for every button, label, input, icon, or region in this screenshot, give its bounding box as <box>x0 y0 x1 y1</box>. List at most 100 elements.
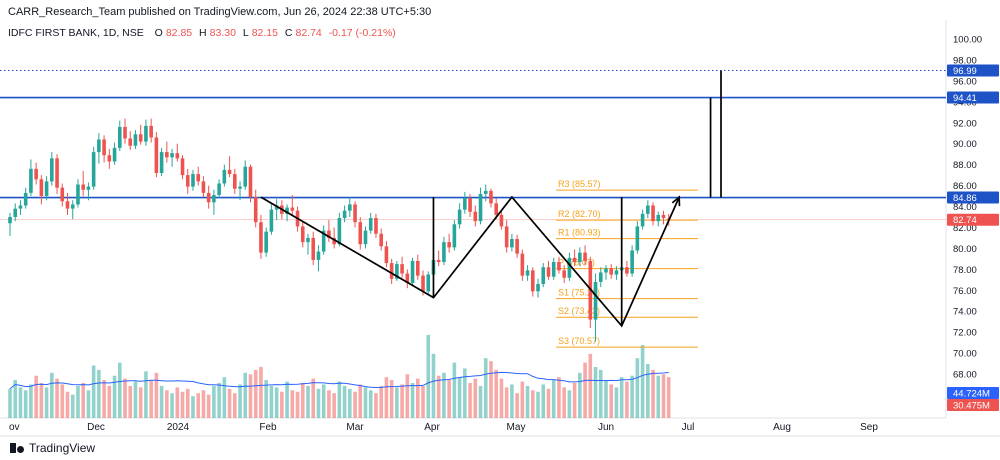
volume-bar <box>70 394 75 418</box>
volume-bar <box>510 384 514 418</box>
candle-body <box>13 208 18 217</box>
price-tick-label: 100.00 <box>953 35 982 46</box>
volume-bar <box>551 380 556 418</box>
volume-bar <box>421 385 425 418</box>
volume-bar <box>410 383 415 418</box>
volume-bar <box>23 390 28 418</box>
volume-bar <box>311 378 316 418</box>
brand-name: TradingView <box>29 441 96 455</box>
candle-body <box>243 166 248 187</box>
candle-body <box>23 192 28 206</box>
volume-bar <box>499 378 504 418</box>
volume-bar <box>306 385 310 418</box>
candle-body <box>557 262 561 271</box>
time-tick-label: 2024 <box>167 422 190 433</box>
candle-body <box>321 230 326 252</box>
candle-body <box>368 218 373 231</box>
candle-body <box>128 138 133 146</box>
pivot-label: S3 (70.57) <box>558 336 600 346</box>
candle-body <box>651 205 655 222</box>
pivot-label: R1 (80.93) <box>558 228 601 238</box>
volume-bar <box>578 372 582 418</box>
price-label-badge <box>947 64 999 77</box>
time-tick-label: Jun <box>598 422 614 433</box>
time-tick-label: Apr <box>424 422 440 433</box>
volume-bar <box>191 396 195 418</box>
tradingview-logo-icon <box>10 443 24 453</box>
candle-body <box>264 231 268 253</box>
candle-body <box>44 181 49 197</box>
publisher-line: CARR_Research_Team published on TradingV… <box>8 6 432 18</box>
candle-body <box>468 198 472 212</box>
volume-bar <box>196 393 201 418</box>
candle-body <box>363 230 368 245</box>
volume-bar <box>342 385 347 418</box>
candle-body <box>34 168 38 180</box>
candle-body <box>583 252 587 261</box>
volume-bar <box>290 390 295 418</box>
candle-body <box>81 184 85 190</box>
price-tick-label: 74.00 <box>953 307 977 318</box>
candle-body <box>97 139 101 153</box>
volume-bar <box>76 385 80 418</box>
candle-body <box>400 264 404 274</box>
volume-bar <box>640 345 645 418</box>
candle-body <box>436 259 441 263</box>
price-tick-label: 70.00 <box>953 349 977 360</box>
volume-bar <box>463 368 467 418</box>
volume-bar <box>18 387 23 418</box>
volume-bar <box>165 390 169 418</box>
candle-body <box>661 214 666 219</box>
price-tick-label: 96.00 <box>953 76 977 87</box>
candle-body <box>473 211 478 222</box>
candle-body <box>499 214 504 227</box>
volume-bar <box>337 381 342 418</box>
candle-body <box>389 263 394 279</box>
volume-bar <box>504 387 509 418</box>
volume-bar <box>128 385 133 418</box>
low-label: L <box>242 27 249 39</box>
volume-bar <box>646 364 650 418</box>
volume-bar <box>55 378 59 418</box>
change-value: -0.17 (-0.21%) <box>328 27 396 39</box>
volume-bar <box>489 361 493 418</box>
volume-bar <box>546 388 551 418</box>
candle-body <box>233 174 237 189</box>
candle-body <box>510 238 514 248</box>
volume-bar <box>217 383 221 418</box>
volume-bar <box>619 377 624 418</box>
volume-bar <box>222 377 227 418</box>
volume-bar <box>175 387 180 418</box>
volume-bar <box>253 369 258 418</box>
volume-bar <box>285 381 289 418</box>
volume-bar <box>431 353 436 418</box>
volume-bar <box>138 387 143 418</box>
volume-bar <box>107 385 112 418</box>
time-tick-label: ov <box>9 422 20 433</box>
candle-body <box>60 187 65 202</box>
high-value: 83.30 <box>209 27 236 39</box>
volume-bar <box>442 372 446 418</box>
volume-bar <box>201 390 206 418</box>
volume-bar <box>656 375 661 418</box>
candle-body <box>421 275 425 292</box>
volume-bar <box>395 387 399 418</box>
price-tick-label: 76.00 <box>953 286 977 297</box>
symbol-name[interactable]: IDFC FIRST BANK, 1D, NSE <box>8 27 144 39</box>
volume-bar <box>117 362 122 418</box>
candle-body <box>212 195 216 203</box>
candle-body <box>253 197 258 223</box>
tradingview-brand[interactable]: TradingView <box>10 441 95 455</box>
pivot-label: P (78.07) <box>558 258 595 268</box>
volume-bar <box>50 372 54 418</box>
volume-bar <box>494 369 499 418</box>
candle-body <box>70 204 75 209</box>
volume-bar <box>661 374 666 418</box>
volume-bar <box>13 380 18 418</box>
price-tick-label: 92.00 <box>953 118 977 129</box>
volume-bar <box>133 381 138 418</box>
candle-body <box>149 125 153 138</box>
price-tick-label: 80.00 <box>953 244 977 255</box>
price-label-text: 96.99 <box>953 66 977 77</box>
